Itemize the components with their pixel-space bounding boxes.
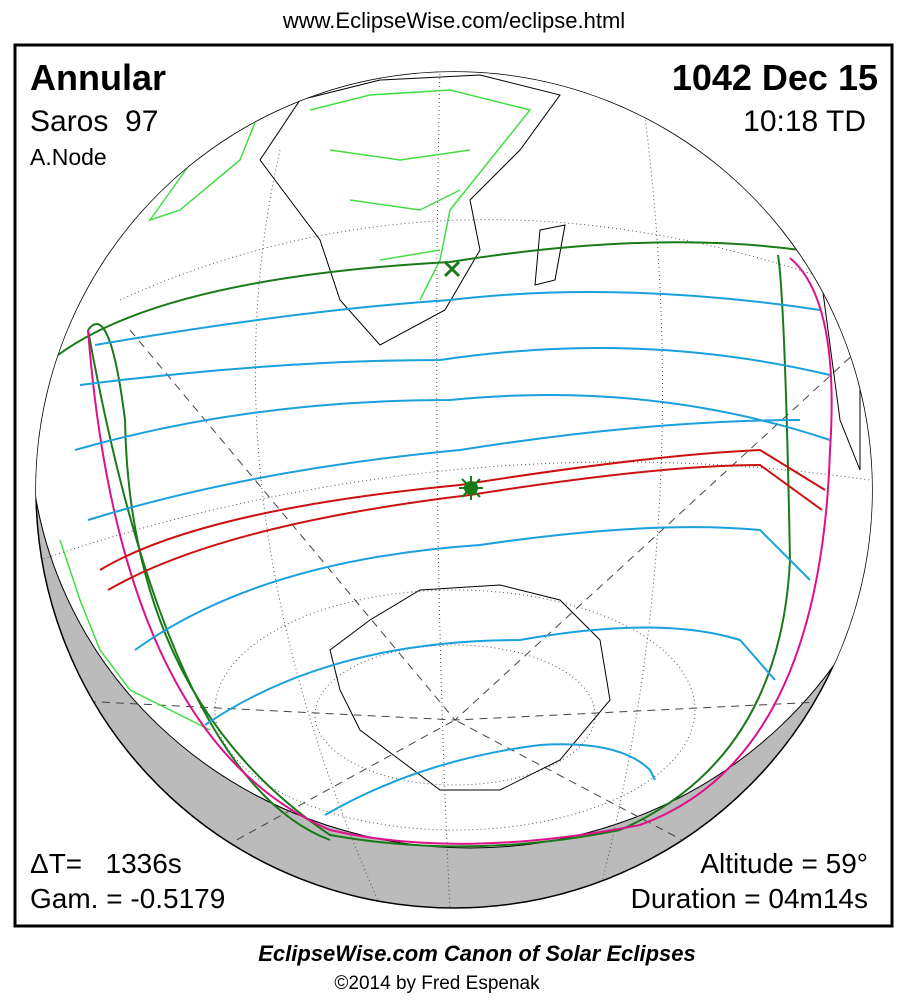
copyright: ©2014 by Fred Espenak bbox=[334, 973, 540, 994]
url: www.EclipseWise.com/eclipse.html bbox=[282, 8, 625, 33]
duration: Duration = 04m14s bbox=[631, 883, 868, 914]
sun-marker bbox=[459, 476, 483, 500]
time: 10:18 TD bbox=[743, 105, 866, 138]
eclipse-type: Annular bbox=[30, 57, 166, 98]
saros: Saros 97 bbox=[30, 105, 158, 138]
footer-title: EclipseWise.com Canon of Solar Eclipses bbox=[258, 941, 696, 966]
eclipse-date: 1042 Dec 15 bbox=[672, 57, 878, 98]
day-side bbox=[36, 72, 872, 849]
graticule bbox=[39, 72, 872, 908]
node: A.Node bbox=[30, 144, 107, 170]
altitude: Altitude = 59° bbox=[700, 848, 868, 879]
gamma: Gam. = -0.5179 bbox=[30, 883, 225, 914]
greatest-eclipse-marker bbox=[443, 260, 461, 278]
frame bbox=[13, 43, 894, 928]
eclipse-path bbox=[36, 241, 871, 848]
delta-t: ΔT= 1336s bbox=[30, 848, 182, 879]
globe bbox=[35, 71, 873, 909]
